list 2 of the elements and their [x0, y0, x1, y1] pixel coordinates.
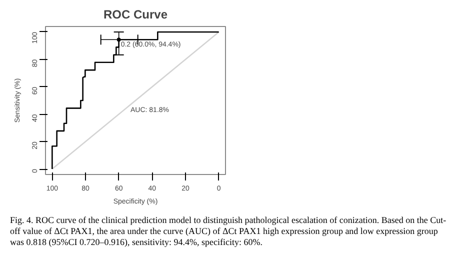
- caption: Fig. 4. ROC curve of the clinical prediction model to distinguish pathological escalation of conization. Based on the Cut-off value of ΔCt PAX1, the area under the curve (AUC) of ΔCt PAX1 high expression group and low expression group was 0.818 (95%CI 0.720–0.916), sensitivity: 94.4%, specificity: 60%.: [10, 215, 448, 248]
- chart-title: ROC Curve: [103, 8, 168, 22]
